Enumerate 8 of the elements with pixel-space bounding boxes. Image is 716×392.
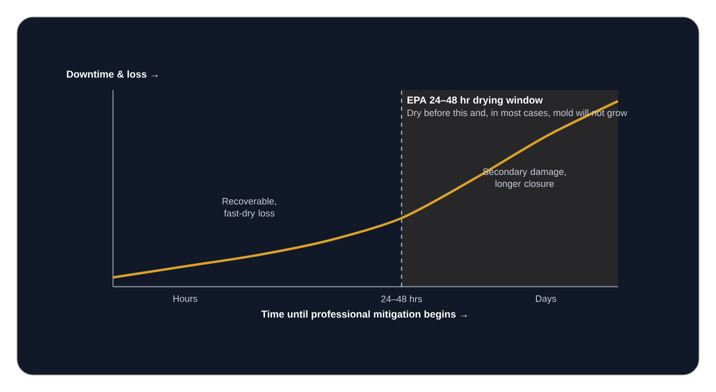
y-axis-title: Downtime & loss → — [66, 70, 158, 78]
x-axis-title: Time until professional mitigation begins → — [261, 310, 467, 320]
annotation: Recoverable, fast-dry loss — [222, 198, 276, 218]
x-tick-label: Days — [536, 295, 556, 304]
x-tick-label: Hours — [173, 295, 198, 302]
annotation: Dry before this and, in most cases, mold will not grow — [408, 109, 628, 118]
x-tick-label: 24–48 hrs — [381, 295, 422, 302]
annotation: EPA 24–48 hr drying window — [408, 96, 543, 106]
